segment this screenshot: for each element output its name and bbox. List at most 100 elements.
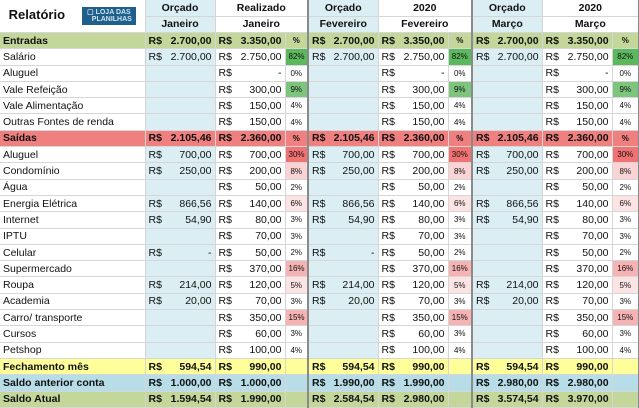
percent-cell[interactable]: % — [285, 130, 310, 148]
realizado-cell[interactable]: R$ 150,00 — [215, 113, 286, 131]
orcado-cell[interactable] — [472, 342, 543, 359]
orcado-cell[interactable]: R$ 2.700,00 — [145, 48, 216, 66]
orcado-cell[interactable] — [145, 97, 216, 115]
realizado-cell[interactable]: R$ 70,00 — [215, 293, 286, 311]
orcado-cell[interactable] — [145, 179, 216, 196]
orcado-cell[interactable]: R$ 20,00 — [308, 293, 379, 311]
orcado-cell[interactable]: R$ 700,00 — [472, 146, 543, 164]
orcado-cell[interactable]: R$ 250,00 — [472, 162, 543, 180]
percent-cell[interactable]: 0% — [285, 65, 310, 82]
orcado-cell[interactable] — [472, 65, 543, 82]
realizado-cell[interactable]: R$ 2.750,00 — [215, 48, 286, 66]
realizado-cell[interactable]: R$ 150,00 — [542, 113, 613, 131]
realizado-cell[interactable]: R$ 120,00 — [542, 276, 613, 294]
orcado-cell[interactable] — [145, 65, 216, 82]
orcado-cell[interactable] — [472, 179, 543, 196]
percent-cell[interactable]: 16% — [612, 260, 639, 278]
realizado-cell[interactable]: R$ 990,00 — [542, 358, 613, 376]
realizado-cell[interactable]: R$ 80,00 — [215, 211, 286, 229]
orcado-cell[interactable] — [472, 309, 543, 327]
orcado-cell[interactable] — [472, 113, 543, 131]
percent-cell[interactable]: 4% — [612, 97, 639, 115]
percent-cell[interactable]: 3% — [612, 211, 639, 229]
orcado-cell[interactable]: R$ 2.105,46 — [308, 130, 379, 148]
percent-cell[interactable]: 4% — [285, 97, 310, 115]
orcado-cell[interactable]: R$ 1.990,00 — [308, 374, 379, 392]
percent-cell[interactable]: 3% — [285, 211, 310, 229]
orcado-cell[interactable] — [308, 179, 379, 196]
orcado-cell[interactable]: R$ 2.700,00 — [472, 48, 543, 66]
percent-cell[interactable]: 3% — [448, 228, 474, 245]
orcado-cell[interactable] — [145, 260, 216, 278]
orcado-cell[interactable] — [472, 97, 543, 115]
realizado-cell[interactable]: R$ 1.000,00 — [215, 374, 286, 392]
realizado-cell[interactable]: R$ 80,00 — [542, 211, 613, 229]
percent-cell[interactable]: 2% — [612, 179, 639, 196]
percent-cell[interactable]: 82% — [612, 48, 639, 66]
percent-cell[interactable]: 6% — [285, 195, 310, 213]
percent-cell[interactable]: % — [612, 32, 639, 50]
orcado-cell[interactable]: R$ 54,90 — [472, 211, 543, 229]
percent-cell[interactable]: 2% — [448, 179, 474, 196]
orcado-cell[interactable]: R$ 250,00 — [145, 162, 216, 180]
orcado-cell[interactable] — [472, 325, 543, 343]
orcado-cell[interactable]: R$ 20,00 — [145, 293, 216, 311]
realizado-cell[interactable]: R$ 150,00 — [378, 113, 449, 131]
orcado-cell[interactable]: R$ - — [145, 244, 216, 262]
realizado-cell[interactable]: R$ 370,00 — [215, 260, 286, 278]
orcado-cell[interactable]: R$ 2.105,46 — [145, 130, 216, 148]
realizado-cell[interactable]: R$ 60,00 — [378, 325, 449, 343]
orcado-cell[interactable] — [308, 309, 379, 327]
percent-cell[interactable]: 30% — [285, 146, 310, 164]
percent-cell[interactable]: 30% — [448, 146, 474, 164]
orcado-cell[interactable]: R$ 2.700,00 — [308, 48, 379, 66]
realizado-cell[interactable]: R$ 2.360,00 — [215, 130, 286, 148]
percent-cell[interactable]: 3% — [612, 293, 639, 311]
orcado-cell[interactable]: R$ 54,90 — [308, 211, 379, 229]
orcado-cell[interactable]: R$ 2.980,00 — [472, 374, 543, 392]
percent-cell[interactable]: 5% — [612, 276, 639, 294]
percent-cell[interactable]: 3% — [448, 293, 474, 311]
realizado-cell[interactable]: R$ 50,00 — [378, 244, 449, 262]
realizado-cell[interactable]: R$ 140,00 — [215, 195, 286, 213]
realizado-cell[interactable]: R$ 3.350,00 — [542, 32, 613, 50]
percent-cell[interactable]: 4% — [285, 342, 310, 359]
percent-cell[interactable]: 3% — [285, 228, 310, 245]
realizado-cell[interactable]: R$ 70,00 — [378, 293, 449, 311]
realizado-cell[interactable]: R$ 150,00 — [215, 97, 286, 115]
realizado-cell[interactable]: R$ 50,00 — [215, 244, 286, 262]
realizado-cell[interactable]: R$ 200,00 — [215, 162, 286, 180]
percent-cell[interactable]: 5% — [285, 276, 310, 294]
percent-cell[interactable] — [285, 358, 310, 376]
realizado-cell[interactable]: R$ 2.980,00 — [542, 374, 613, 392]
orcado-cell[interactable] — [145, 113, 216, 131]
realizado-cell[interactable]: R$ 140,00 — [542, 195, 613, 213]
percent-cell[interactable] — [285, 374, 310, 392]
realizado-cell[interactable]: R$ 140,00 — [378, 195, 449, 213]
percent-cell[interactable]: 3% — [612, 325, 639, 343]
realizado-cell[interactable]: R$ 100,00 — [215, 342, 286, 359]
percent-cell[interactable]: 3% — [448, 211, 474, 229]
realizado-cell[interactable]: R$ - — [378, 65, 449, 82]
realizado-cell[interactable]: R$ 60,00 — [542, 325, 613, 343]
realizado-cell[interactable]: R$ 200,00 — [542, 162, 613, 180]
realizado-cell[interactable]: R$ 2.750,00 — [378, 48, 449, 66]
realizado-cell[interactable]: R$ 150,00 — [542, 97, 613, 115]
percent-cell[interactable]: 8% — [612, 162, 639, 180]
realizado-cell[interactable]: R$ 100,00 — [542, 342, 613, 359]
orcado-cell[interactable]: R$ 866,56 — [472, 195, 543, 213]
realizado-cell[interactable]: R$ - — [215, 65, 286, 82]
orcado-cell[interactable]: R$ 594,54 — [145, 358, 216, 376]
realizado-cell[interactable]: R$ 350,00 — [542, 309, 613, 327]
realizado-cell[interactable]: R$ 50,00 — [542, 179, 613, 196]
orcado-cell[interactable]: R$ 594,54 — [308, 358, 379, 376]
percent-cell[interactable]: 15% — [285, 309, 310, 327]
percent-cell[interactable]: % — [448, 130, 474, 148]
realizado-cell[interactable]: R$ 3.350,00 — [215, 32, 286, 50]
realizado-cell[interactable]: R$ 990,00 — [215, 358, 286, 376]
percent-cell[interactable]: 16% — [285, 260, 310, 278]
percent-cell[interactable]: 0% — [612, 65, 639, 82]
orcado-cell[interactable] — [145, 309, 216, 327]
realizado-cell[interactable]: R$ 700,00 — [542, 146, 613, 164]
realizado-cell[interactable]: R$ 700,00 — [215, 146, 286, 164]
